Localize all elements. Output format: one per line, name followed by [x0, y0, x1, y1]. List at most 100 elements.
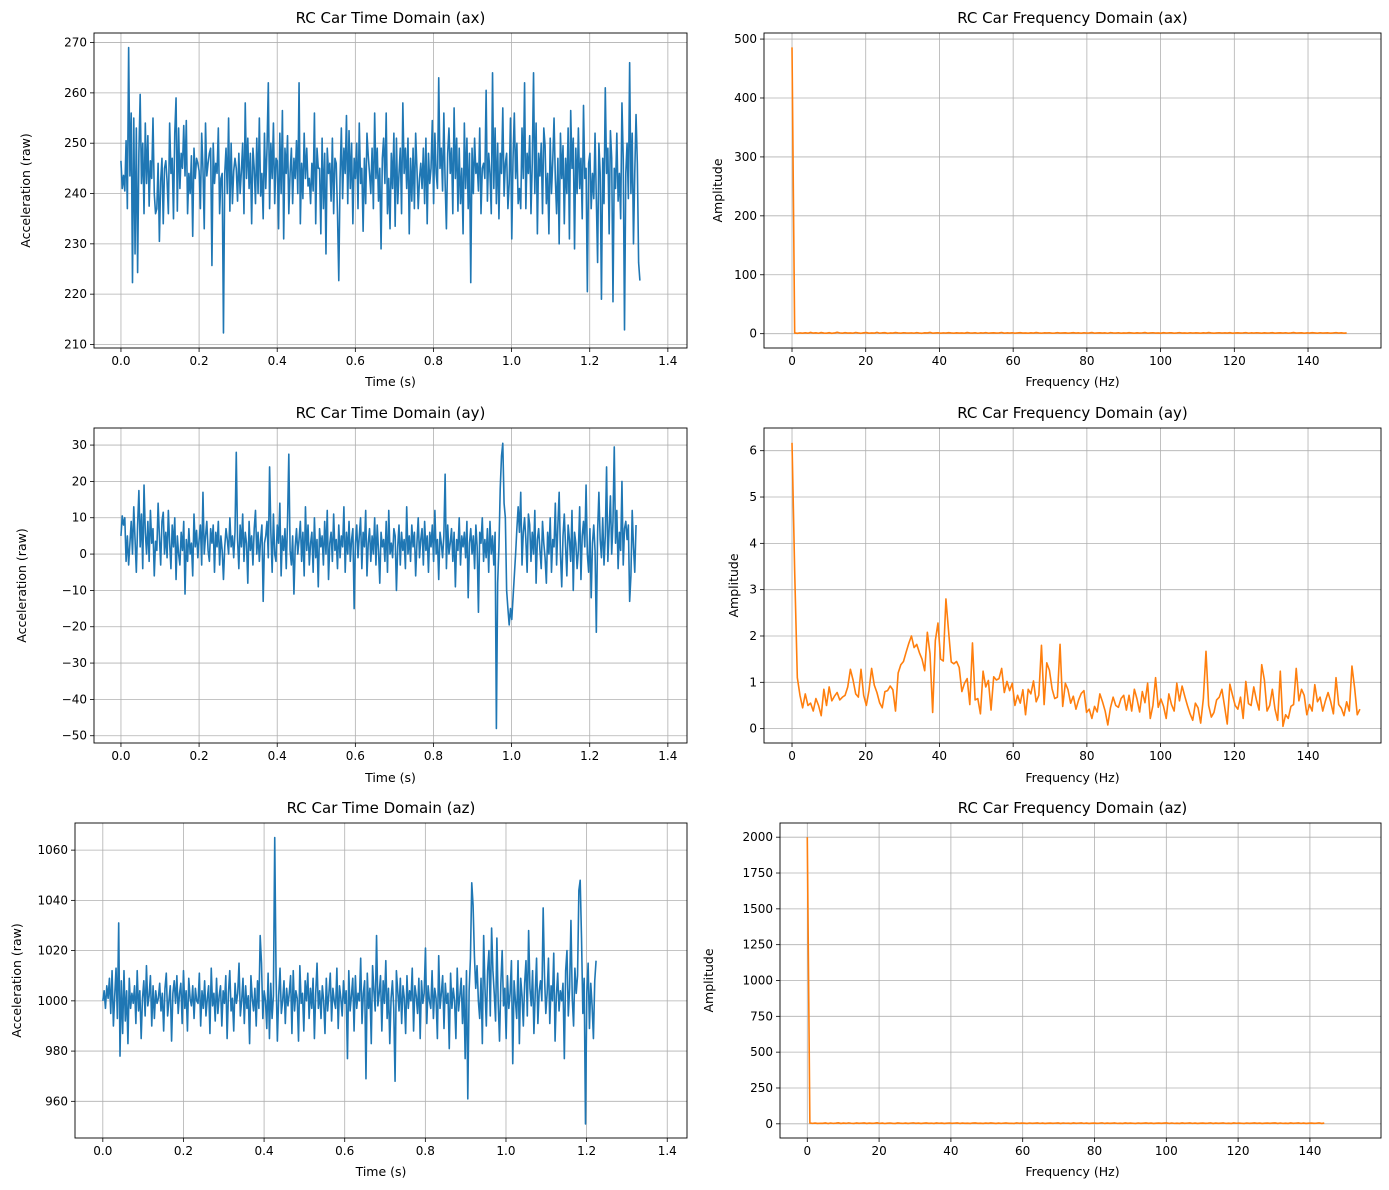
time-ax-x-tick-label: 1.4 — [658, 354, 677, 368]
freq-ay-series-line — [791, 442, 1361, 728]
freq-ax-x-tick-label: 40 — [932, 354, 947, 368]
time-ay-y-tick-label: 10 — [72, 511, 87, 525]
freq-az-y-tick-label: 250 — [750, 1081, 773, 1095]
time-ay-x-tick-label: 0.6 — [346, 749, 365, 763]
freq-az-title: RC Car Frequency Domain (az) — [958, 799, 1188, 817]
freq-az-axes-frame — [779, 822, 1382, 1139]
time-ax-y-tick-label: 250 — [64, 136, 87, 150]
time-ay-y-tick-label: −20 — [62, 620, 87, 634]
time-ax-y-tick-label: 230 — [64, 237, 87, 251]
time-ax-y-tick-label: 240 — [64, 187, 87, 201]
freq-ay-y-tick-label: 3 — [749, 583, 757, 597]
freq-ay-y-tick-label: 0 — [749, 722, 757, 736]
freq-ax-panel: 0 20 40 60 80 100 120 140 0 100 200 300 400 500 RC Ca… — [710, 9, 1382, 389]
time-az-plot-area: 0.0 0.2 0.4 0.6 0.8 1.0 1.2 1.4 960 980 1000 1020 10… — [37, 822, 688, 1158]
freq-ay-x-tick-label: 80 — [1079, 749, 1094, 763]
time-az-y-tick-label: 1060 — [37, 843, 68, 857]
freq-ax-title: RC Car Frequency Domain (ax) — [957, 9, 1188, 27]
freq-az-x-tick-label: 20 — [871, 1144, 886, 1158]
freq-ay-y-tick-label: 6 — [749, 444, 757, 458]
freq-az-x-tick-label: 60 — [1015, 1144, 1030, 1158]
freq-ax-y-tick-label: 200 — [734, 209, 757, 223]
freq-ax-x-tick-label: 20 — [858, 354, 873, 368]
time-ax-y-tick-label: 260 — [64, 86, 87, 100]
freq-ax-y-tick-label: 400 — [734, 91, 757, 105]
freq-ay-axes-frame — [763, 427, 1382, 744]
time-ay-y-tick-label: −30 — [62, 656, 87, 670]
time-ay-y-tick-label: −10 — [62, 583, 87, 597]
time-ay-axes-frame — [93, 427, 688, 744]
time-ax-plot-area: 0.0 0.2 0.4 0.6 0.8 1.0 1.2 1.4 210 220 230 240 250 2… — [64, 32, 688, 368]
freq-ay-x-tick-label: 100 — [1149, 749, 1172, 763]
time-ay-x-tick-label: 1.4 — [658, 749, 677, 763]
time-az-x-tick-label: 0.4 — [255, 1144, 274, 1158]
freq-ax-y-tick-label: 500 — [734, 32, 757, 46]
time-ax-panel: 0.0 0.2 0.4 0.6 0.8 1.0 1.2 1.4 210 220 230 240 250 2… — [18, 9, 688, 389]
freq-ay-x-tick-label: 140 — [1297, 749, 1320, 763]
freq-ay-title: RC Car Frequency Domain (ay) — [957, 404, 1188, 422]
time-ay-title: RC Car Time Domain (ay) — [296, 404, 486, 422]
freq-az-ylabel: Amplitude — [701, 948, 716, 1012]
freq-az-y-tick-label: 0 — [765, 1117, 773, 1131]
time-az-x-tick-label: 0.6 — [335, 1144, 354, 1158]
time-ay-x-tick-label: 0.0 — [111, 749, 130, 763]
time-az-xlabel: Time (s) — [355, 1164, 407, 1179]
time-ay-plot-area: 0.0 0.2 0.4 0.6 0.8 1.0 1.2 1.4 −50 −40 −30 −20 −10 0… — [62, 427, 688, 763]
time-az-x-tick-label: 1.4 — [658, 1144, 677, 1158]
freq-ax-x-tick-label: 140 — [1297, 354, 1320, 368]
time-ay-y-tick-label: 30 — [72, 438, 87, 452]
freq-ay-y-tick-label: 1 — [749, 675, 757, 689]
time-ax-x-tick-label: 0.0 — [111, 354, 130, 368]
freq-ay-x-tick-label: 0 — [788, 749, 796, 763]
freq-az-y-tick-label: 500 — [750, 1045, 773, 1059]
time-ax-x-tick-label: 0.2 — [190, 354, 209, 368]
time-ay-panel: 0.0 0.2 0.4 0.6 0.8 1.0 1.2 1.4 −50 −40 −30 −20 −10 0… — [14, 404, 688, 785]
time-ax-x-tick-label: 1.0 — [502, 354, 521, 368]
freq-ax-y-tick-label: 0 — [749, 327, 757, 341]
time-az-x-tick-label: 0.0 — [93, 1144, 112, 1158]
time-ax-y-tick-label: 210 — [64, 337, 87, 351]
time-ax-title: RC Car Time Domain (ax) — [296, 9, 486, 27]
time-az-title: RC Car Time Domain (az) — [287, 799, 476, 817]
freq-az-y-tick-label: 1750 — [742, 866, 773, 880]
freq-ax-plot-area: 0 20 40 60 80 100 120 140 0 100 200 300 400 500 — [734, 32, 1382, 368]
freq-az-panel: 0 20 40 60 80 100 120 140 0 250 500 750 1000 1250 1500… — [701, 799, 1382, 1179]
time-ax-x-tick-label: 0.6 — [346, 354, 365, 368]
freq-ay-panel: 0 20 40 60 80 100 120 140 0 1 2 3 4 5 6 RC Car Frequen… — [726, 404, 1382, 785]
time-ax-y-tick-label: 220 — [64, 287, 87, 301]
freq-ay-plot-area: 0 20 40 60 80 100 120 140 0 1 2 3 4 5 6 — [749, 427, 1382, 763]
freq-az-x-tick-label: 120 — [1227, 1144, 1250, 1158]
freq-ax-ylabel: Amplitude — [710, 158, 725, 222]
freq-ay-y-tick-label: 4 — [749, 536, 757, 550]
time-az-y-tick-label: 1000 — [37, 994, 68, 1008]
freq-az-x-tick-label: 0 — [803, 1144, 811, 1158]
freq-ax-y-tick-label: 100 — [734, 268, 757, 282]
time-ax-x-tick-label: 1.2 — [580, 354, 599, 368]
freq-ay-x-tick-label: 20 — [858, 749, 873, 763]
time-ay-xlabel: Time (s) — [364, 770, 416, 785]
time-ay-x-tick-label: 1.0 — [502, 749, 521, 763]
freq-ay-x-tick-label: 40 — [932, 749, 947, 763]
time-az-y-tick-label: 1020 — [37, 944, 68, 958]
freq-ay-x-tick-label: 120 — [1223, 749, 1246, 763]
time-ax-ylabel: Acceleration (raw) — [18, 133, 33, 247]
time-ax-y-tick-label: 270 — [64, 36, 87, 50]
freq-ax-x-tick-label: 80 — [1079, 354, 1094, 368]
freq-az-x-tick-label: 80 — [1087, 1144, 1102, 1158]
freq-ax-x-tick-label: 0 — [788, 354, 796, 368]
time-az-x-tick-label: 1.0 — [496, 1144, 515, 1158]
freq-az-xlabel: Frequency (Hz) — [1025, 1164, 1119, 1179]
time-ay-x-tick-label: 1.2 — [580, 749, 599, 763]
freq-ax-x-tick-label: 120 — [1223, 354, 1246, 368]
time-ay-y-tick-label: −40 — [62, 692, 87, 706]
time-ax-series-line — [120, 46, 641, 334]
freq-az-plot-area: 0 20 40 60 80 100 120 140 0 250 500 750 1000 1250 1500… — [742, 822, 1382, 1158]
time-ay-y-tick-label: −50 — [62, 729, 87, 743]
freq-ax-series-line — [791, 47, 1347, 335]
time-az-x-tick-label: 0.2 — [174, 1144, 193, 1158]
time-az-series-line — [102, 836, 597, 1125]
freq-ay-y-tick-label: 5 — [749, 490, 757, 504]
time-ax-xlabel: Time (s) — [364, 374, 416, 389]
